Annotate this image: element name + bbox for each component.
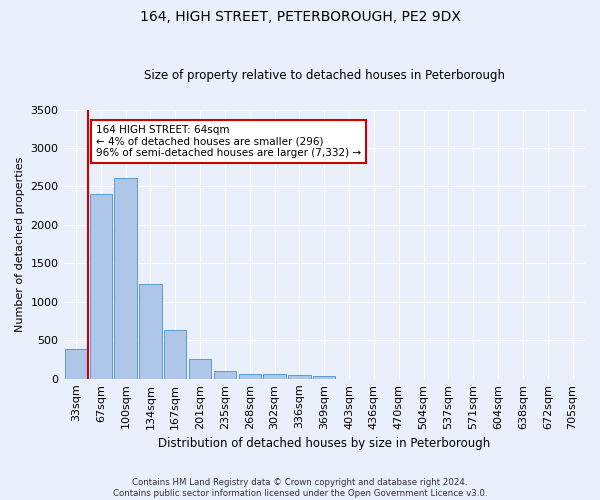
Bar [139,284,161,379]
Y-axis label: Number of detached properties: Number of detached properties [15,156,25,332]
X-axis label: Distribution of detached houses by size in Peterborough: Distribution of detached houses by size … [158,437,490,450]
Title: Size of property relative to detached houses in Peterborough: Size of property relative to detached ho… [144,69,505,82]
Bar [89,194,112,379]
Bar [263,374,286,379]
Bar [288,375,311,379]
Bar [164,330,187,379]
Bar [214,371,236,379]
Text: 164, HIGH STREET, PETERBOROUGH, PE2 9DX: 164, HIGH STREET, PETERBOROUGH, PE2 9DX [140,10,460,24]
Bar [313,376,335,379]
Bar [239,374,261,379]
Bar [115,178,137,379]
Bar [189,359,211,379]
Text: Contains HM Land Registry data © Crown copyright and database right 2024.
Contai: Contains HM Land Registry data © Crown c… [113,478,487,498]
Bar [65,349,87,379]
Text: 164 HIGH STREET: 64sqm
← 4% of detached houses are smaller (296)
96% of semi-det: 164 HIGH STREET: 64sqm ← 4% of detached … [96,125,361,158]
